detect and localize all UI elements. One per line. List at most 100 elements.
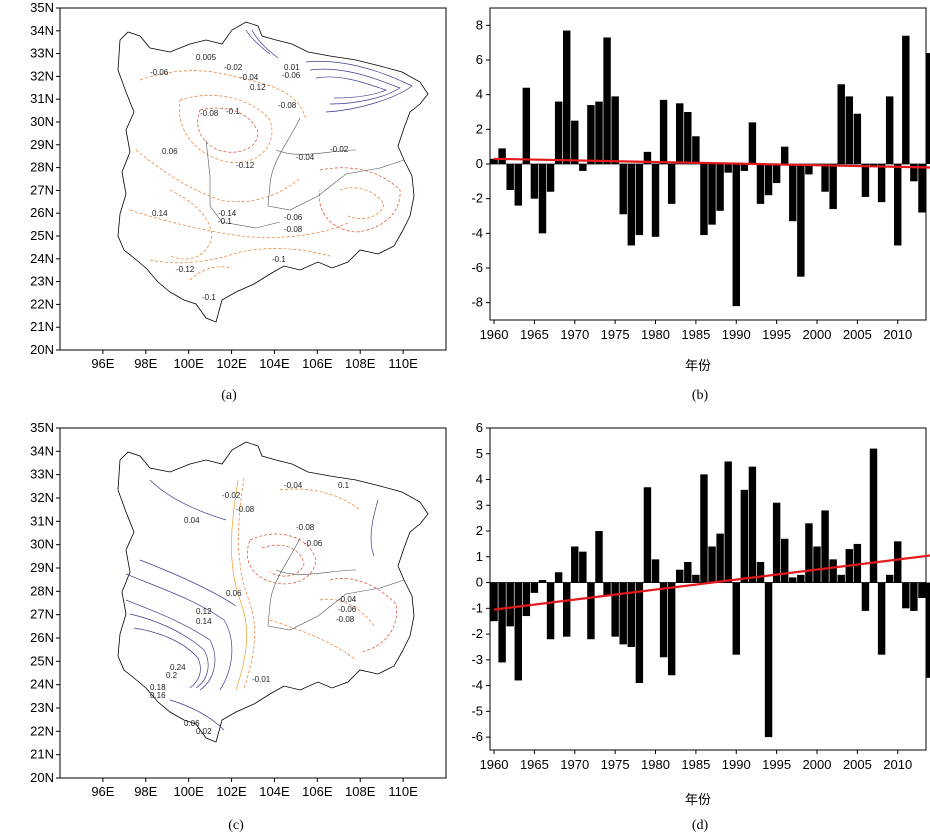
map-c-region-outline xyxy=(117,441,429,743)
x-tick-label: 1990 xyxy=(722,327,751,342)
bar-1996 xyxy=(780,146,789,164)
contour-label: 0.12 xyxy=(250,83,266,92)
lat-tick-label: 21N xyxy=(30,747,54,762)
lat-tick-label: 22N xyxy=(30,296,54,311)
contour-label: 0.18 xyxy=(150,683,166,692)
bar-1985 xyxy=(692,136,700,164)
bar-1992 xyxy=(748,466,757,583)
bar-2003 xyxy=(837,574,845,583)
bar-2001 xyxy=(821,510,829,583)
lat-tick-label: 26N xyxy=(30,205,54,220)
bar-b-xlabel: 年份 xyxy=(685,359,711,374)
contour-label: -0.02 xyxy=(222,491,241,500)
bar-1973 xyxy=(595,101,603,164)
lat-tick-label: 28N xyxy=(30,160,54,175)
y-tick-label: 8 xyxy=(476,17,483,32)
lat-tick-label: 24N xyxy=(30,677,54,692)
bar-1962 xyxy=(506,164,514,190)
lat-tick-label: 27N xyxy=(30,607,54,622)
bar-1982 xyxy=(667,582,676,676)
bar-2001 xyxy=(821,164,829,192)
contour-label: 0.14 xyxy=(152,209,168,218)
bar-2006 xyxy=(861,164,870,197)
contour-label: -0.06 xyxy=(282,71,301,80)
y-tick-label: 4 xyxy=(476,472,483,487)
y-tick-label: 2 xyxy=(476,523,483,538)
y-tick-label: 1 xyxy=(476,549,483,564)
x-tick-label: 1980 xyxy=(641,327,670,342)
lat-tick-label: 35N xyxy=(30,0,54,15)
bar-1994 xyxy=(764,582,773,738)
x-tick-label: 1970 xyxy=(560,757,589,772)
bar-2013 xyxy=(918,164,926,213)
lat-tick-label: 32N xyxy=(30,490,54,505)
lon-tick-label: 100E xyxy=(173,356,204,371)
y-tick-label: -3 xyxy=(471,652,483,667)
bar-1971 xyxy=(579,164,587,171)
x-tick-label: 1960 xyxy=(480,757,509,772)
bar-1978 xyxy=(635,582,644,684)
contour-label: -0.1 xyxy=(272,255,286,264)
x-tick-label: 2000 xyxy=(803,757,832,772)
lon-tick-label: 102E xyxy=(216,784,247,799)
contour-label: -0.08 xyxy=(200,109,219,118)
map-a-province-borders xyxy=(205,117,405,229)
bar-1969 xyxy=(562,582,571,637)
lat-tick-label: 30N xyxy=(30,114,54,129)
lat-tick-label: 23N xyxy=(30,274,54,289)
y-tick-label: -4 xyxy=(471,678,483,693)
lat-tick-label: 30N xyxy=(30,537,54,552)
lat-tick-label: 24N xyxy=(30,251,54,266)
bar-1984 xyxy=(684,112,692,164)
bar-1981 xyxy=(659,582,668,658)
bar-1986 xyxy=(700,474,708,583)
bar-1971 xyxy=(579,551,587,583)
bar-1973 xyxy=(595,531,603,583)
y-tick-label: 3 xyxy=(476,497,483,512)
contour-label: -0.12 xyxy=(176,265,195,274)
lon-tick-label: 106E xyxy=(302,784,333,799)
bar-1962 xyxy=(506,582,514,627)
contour-label: -0.06 xyxy=(150,68,169,77)
lat-tick-label: 29N xyxy=(30,560,54,575)
contour-label: -0.06 xyxy=(284,213,303,222)
x-tick-label: 1990 xyxy=(722,757,751,772)
lon-tick-label: 110E xyxy=(388,784,418,799)
contour-label: -0.1 xyxy=(218,217,232,226)
bar-1991 xyxy=(740,164,749,171)
lat-tick-label: 34N xyxy=(30,443,54,458)
lon-tick-label: 104E xyxy=(259,784,290,799)
lon-tick-label: 102E xyxy=(216,356,247,371)
bar-1986 xyxy=(700,164,708,236)
lat-tick-label: 29N xyxy=(30,137,54,152)
lat-tick-label: 23N xyxy=(30,700,54,715)
bar-1990 xyxy=(732,164,740,307)
x-tick-label: 1965 xyxy=(520,327,549,342)
bar-1993 xyxy=(756,164,765,204)
lon-tick-label: 96E xyxy=(91,784,114,799)
x-tick-label: 2010 xyxy=(883,327,912,342)
bar-1960 xyxy=(490,582,498,622)
y-tick-label: -6 xyxy=(471,729,483,744)
map-a-contour-labels: 0.005-0.02-0.040.12-0.06 -0.060.01-0.08-0… xyxy=(150,53,349,302)
contour-label: 0.06 xyxy=(184,719,200,728)
bar-1979 xyxy=(643,151,652,164)
bar-2002 xyxy=(829,559,837,583)
bar-1967 xyxy=(546,582,555,640)
bar-1999 xyxy=(805,164,813,175)
bar-1974 xyxy=(603,37,611,164)
bar-1983 xyxy=(676,569,684,583)
y-tick-label: 2 xyxy=(476,121,483,136)
lon-tick-label: 108E xyxy=(345,784,376,799)
contour-label: 0.06 xyxy=(162,147,178,156)
contour-label: -0.08 xyxy=(278,101,297,110)
contour-label: 0.02 xyxy=(196,727,212,736)
bar-1976 xyxy=(619,164,627,215)
bar-2007 xyxy=(869,448,878,583)
x-tick-label: 2010 xyxy=(883,757,912,772)
y-tick-label: -5 xyxy=(471,703,483,718)
lat-tick-label: 25N xyxy=(30,653,54,668)
bar-2005 xyxy=(853,543,862,583)
bar-1997 xyxy=(789,164,797,222)
